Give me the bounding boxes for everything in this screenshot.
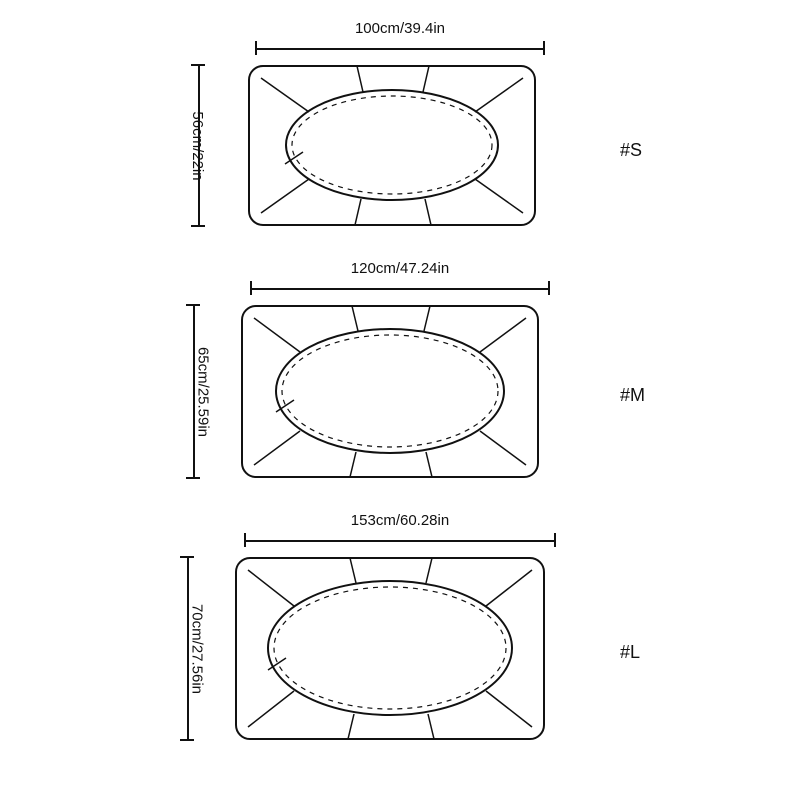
sheet-diagram-s — [247, 64, 537, 227]
width-bracket-l — [244, 533, 556, 547]
size-row-l: 153cm/60.28in 70cm/27.56in #L — [0, 512, 800, 752]
sheet-diagram-l — [234, 556, 546, 741]
height-label-s: 56cm/22in — [189, 111, 206, 180]
width-dimension-m: 120cm/47.24in — [0, 260, 800, 295]
height-label-m: 65cm/25.59in — [195, 346, 212, 436]
width-bracket-s — [255, 41, 545, 55]
size-tag-l: #L — [620, 642, 640, 663]
width-dimension-l: 153cm/60.28in — [0, 512, 800, 547]
height-label-l: 70cm/27.56in — [189, 603, 206, 693]
width-label-s: 100cm/39.4in — [355, 20, 445, 37]
size-tag-s: #S — [620, 140, 642, 161]
sheet-diagram-m — [240, 304, 540, 479]
size-tag-m: #M — [620, 385, 645, 406]
width-dimension-s: 100cm/39.4in — [0, 20, 800, 55]
width-label-m: 120cm/47.24in — [351, 260, 449, 277]
width-bracket-m — [250, 281, 550, 295]
size-row-s: 100cm/39.4in 56cm/22in #S — [0, 20, 800, 240]
size-row-m: 120cm/47.24in 65cm/25.59in #M — [0, 260, 800, 490]
width-label-l: 153cm/60.28in — [351, 512, 449, 529]
